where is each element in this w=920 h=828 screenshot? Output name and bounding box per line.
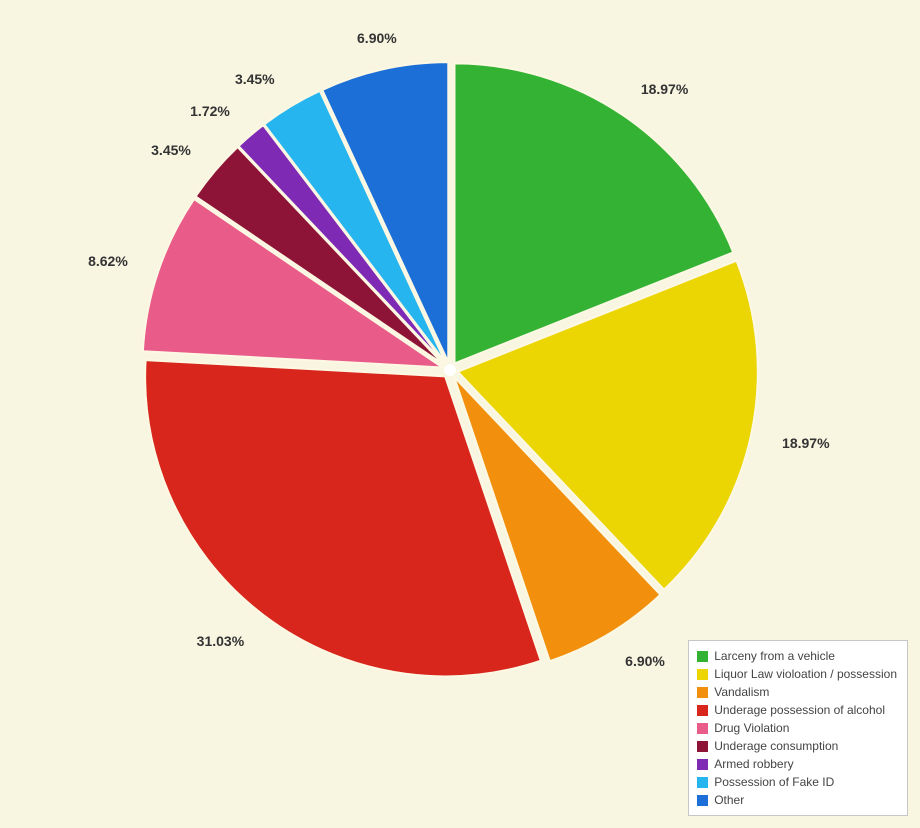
slice-percent-label: 6.90% bbox=[357, 30, 397, 46]
legend-item: Larceny from a vehicle bbox=[697, 647, 897, 665]
legend-label: Underage possession of alcohol bbox=[714, 701, 885, 719]
legend-swatch bbox=[697, 687, 708, 698]
slice-percent-label: 18.97% bbox=[641, 81, 688, 97]
legend-swatch bbox=[697, 669, 708, 680]
legend-swatch bbox=[697, 759, 708, 770]
legend-swatch bbox=[697, 723, 708, 734]
slice-percent-label: 18.97% bbox=[782, 435, 829, 451]
legend-item: Possession of Fake ID bbox=[697, 773, 897, 791]
slice-percent-label: 6.90% bbox=[625, 653, 665, 669]
chart-legend: Larceny from a vehicleLiquor Law violoat… bbox=[688, 640, 908, 816]
legend-item: Armed robbery bbox=[697, 755, 897, 773]
slice-percent-label: 8.62% bbox=[88, 253, 128, 269]
slice-percent-label: 3.45% bbox=[151, 142, 191, 158]
legend-label: Liquor Law violoation / possession bbox=[714, 665, 897, 683]
legend-label: Larceny from a vehicle bbox=[714, 647, 835, 665]
legend-label: Armed robbery bbox=[714, 755, 793, 773]
legend-label: Underage consumption bbox=[714, 737, 838, 755]
legend-label: Other bbox=[714, 791, 744, 809]
slice-percent-label: 1.72% bbox=[190, 103, 230, 119]
slice-percent-label: 31.03% bbox=[197, 633, 244, 649]
legend-label: Possession of Fake ID bbox=[714, 773, 834, 791]
pie-center-dot bbox=[444, 364, 456, 376]
legend-item: Drug Violation bbox=[697, 719, 897, 737]
legend-label: Drug Violation bbox=[714, 719, 789, 737]
legend-item: Underage consumption bbox=[697, 737, 897, 755]
legend-swatch bbox=[697, 777, 708, 788]
legend-item: Vandalism bbox=[697, 683, 897, 701]
slice-percent-label: 3.45% bbox=[235, 71, 275, 87]
legend-item: Liquor Law violoation / possession bbox=[697, 665, 897, 683]
legend-swatch bbox=[697, 651, 708, 662]
legend-swatch bbox=[697, 705, 708, 716]
legend-item: Other bbox=[697, 791, 897, 809]
legend-swatch bbox=[697, 795, 708, 806]
legend-item: Underage possession of alcohol bbox=[697, 701, 897, 719]
legend-label: Vandalism bbox=[714, 683, 769, 701]
legend-swatch bbox=[697, 741, 708, 752]
